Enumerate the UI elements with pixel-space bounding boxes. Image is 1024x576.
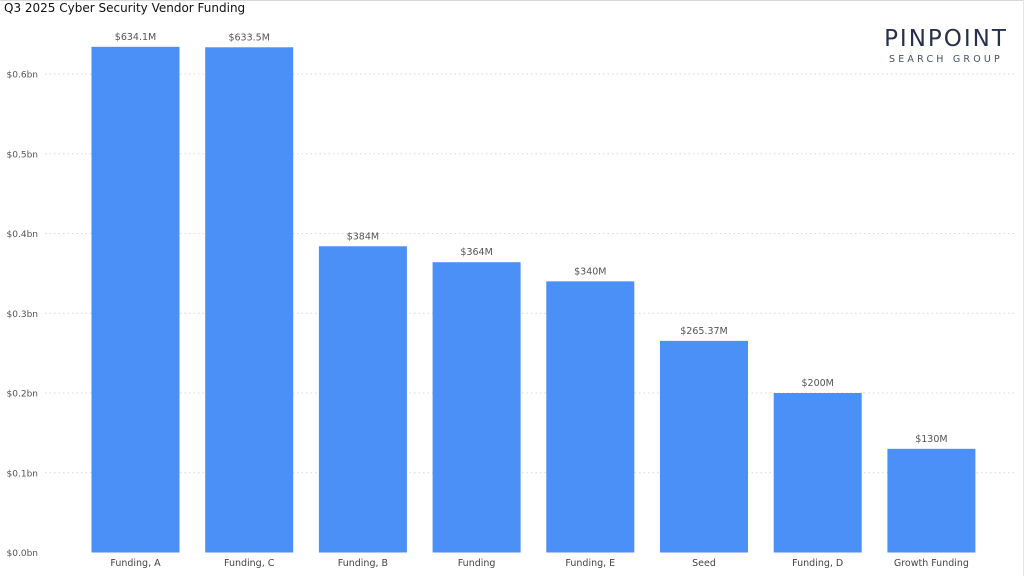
bar xyxy=(432,262,521,553)
y-tick-label: $0.2bn xyxy=(7,390,38,400)
x-tick-label: Funding, D xyxy=(792,558,843,569)
data-label: $634.1M xyxy=(115,32,156,43)
top-border xyxy=(0,0,1024,1)
bar xyxy=(318,246,407,553)
y-tick-label: $0.4bn xyxy=(7,230,38,240)
x-tick-label: Seed xyxy=(692,558,716,569)
bar xyxy=(773,393,862,553)
x-tick-label: Funding, C xyxy=(224,558,275,569)
x-tick-label: Funding, A xyxy=(110,558,161,569)
data-label: $340M xyxy=(574,266,606,277)
data-label: $364M xyxy=(460,247,492,258)
y-tick-label: $0.1bn xyxy=(7,469,38,479)
data-label: $130M xyxy=(915,434,947,445)
y-tick-label: $0.6bn xyxy=(7,71,38,81)
bar xyxy=(91,46,180,553)
bar xyxy=(205,47,294,553)
x-tick-label: Funding, B xyxy=(338,558,388,569)
data-label: $200M xyxy=(802,378,834,389)
logo-tagline: SEARCH GROUP xyxy=(889,54,1003,65)
y-tick-label: $0.0bn xyxy=(7,549,38,559)
pinpoint-logo: PINPOINT SEARCH GROUP xyxy=(872,26,1020,67)
y-tick-label: $0.3bn xyxy=(7,310,38,320)
data-label: $265.37M xyxy=(680,326,727,337)
chart-title: Q3 2025 Cyber Security Vendor Funding xyxy=(4,1,246,15)
data-label: $633.5M xyxy=(228,32,269,43)
x-tick-label: Growth Funding xyxy=(894,558,969,569)
x-tick-label: Funding xyxy=(458,558,496,569)
y-tick-label: $0.5bn xyxy=(7,150,38,160)
x-tick-label: Funding, E xyxy=(565,558,615,569)
bar xyxy=(546,281,635,553)
logo-wordmark: PINPOINT xyxy=(884,26,1008,52)
data-label: $384M xyxy=(347,231,379,242)
bar xyxy=(887,448,976,553)
bar xyxy=(660,340,748,553)
